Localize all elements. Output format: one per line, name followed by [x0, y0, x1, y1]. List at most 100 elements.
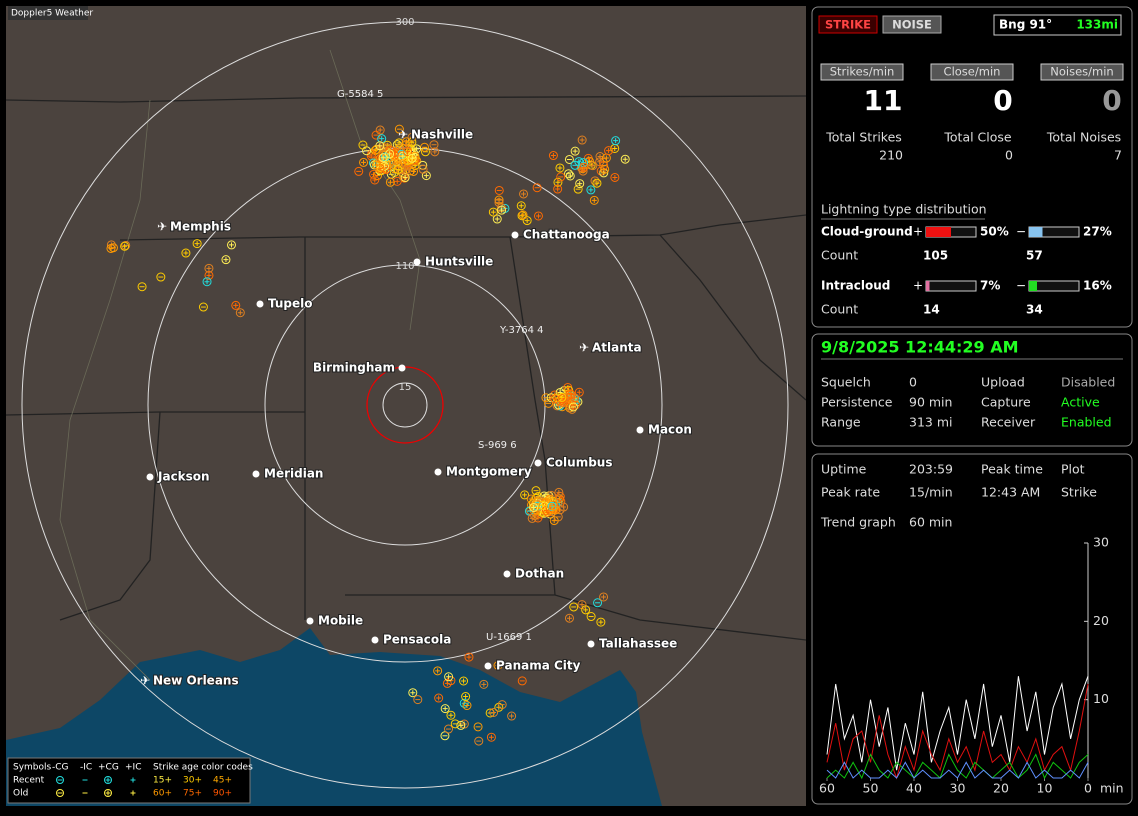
trend-line: [826, 761, 1089, 779]
strike-ring: [559, 502, 569, 512]
noise-button-label[interactable]: NOISE: [892, 18, 932, 32]
strike-marker: [588, 161, 598, 171]
strike-sign: [597, 154, 603, 160]
legend-symbol: [130, 790, 136, 796]
strike-marker: [599, 592, 609, 602]
strike-ring: [406, 155, 416, 165]
city-label: Jackson: [157, 470, 210, 484]
total-value: 210: [879, 148, 903, 163]
rate-button-label[interactable]: Strikes/min: [830, 65, 895, 79]
strike-ring: [497, 700, 507, 710]
strike-marker: [527, 513, 537, 523]
strike-marker: [462, 701, 472, 711]
city-label: Tallahassee: [599, 637, 677, 651]
stats-grid: Uptime 203:59 Peak time Plot Peak rate 15/min…: [821, 462, 1097, 500]
strike-ring: [620, 154, 630, 164]
x-tick-label: 30: [950, 781, 966, 796]
strike-marker: [397, 149, 407, 159]
strike-marker: [548, 505, 558, 515]
strike-ring: [486, 732, 496, 742]
strike-ring: [397, 149, 407, 159]
legend-header: -IC: [80, 763, 92, 773]
strike-marker: [393, 164, 403, 174]
strike-sign: [414, 146, 420, 152]
x-tick-label: 10: [1037, 781, 1053, 796]
strike-ring: [181, 248, 191, 258]
strike-marker: [192, 239, 202, 249]
strike-button-label[interactable]: STRIKE: [825, 18, 871, 32]
strike-marker: [108, 243, 118, 253]
strike-ring: [497, 205, 507, 215]
strike-marker: [589, 195, 599, 205]
percent-label: 50%: [980, 225, 1009, 239]
ring-label: 15: [399, 382, 412, 393]
strike-ring: [459, 676, 469, 686]
percent-bar: [926, 281, 930, 291]
strike-marker: [403, 147, 413, 157]
legend-header: Strike age color codes: [153, 763, 253, 773]
trend-graph: 10 20 30 60 50 40 30 20 10 0 min: [819, 535, 1124, 796]
age-code: 45+: [213, 776, 232, 786]
rate-button-label[interactable]: Noises/min: [1050, 65, 1113, 79]
strike-marker: [358, 140, 368, 150]
strike-ring: [538, 500, 548, 510]
strike-marker: [526, 494, 536, 504]
strike-marker: [604, 146, 614, 156]
strike-sign: [535, 213, 541, 219]
rate-button[interactable]: [820, 63, 904, 81]
strike-sign: [577, 181, 583, 187]
strike-marker: [202, 277, 212, 287]
strike-ring: [231, 300, 241, 310]
ring-label: 110: [395, 261, 414, 272]
noise-button[interactable]: [882, 15, 942, 34]
strike-ring: [392, 176, 402, 186]
strike-ring: [393, 164, 403, 174]
strike-marker: [440, 704, 450, 714]
count-label: Count: [821, 248, 858, 263]
strike-marker: [544, 398, 554, 408]
strike-ring: [390, 164, 400, 174]
strike-marker: [492, 214, 502, 224]
legend-symbol: [56, 776, 64, 784]
strike-marker: [517, 676, 527, 686]
strike-sign: [622, 156, 628, 162]
strike-marker: [429, 140, 439, 150]
rate-button-label[interactable]: Close/min: [944, 65, 1001, 79]
strike-sign: [380, 155, 386, 161]
strike-ring: [403, 147, 413, 157]
strike-marker: [518, 210, 528, 220]
strike-sign: [206, 265, 212, 271]
strike-ring: [400, 165, 410, 175]
rate-button[interactable]: [1040, 63, 1124, 81]
strike-ring: [444, 672, 454, 682]
strike-button[interactable]: [818, 15, 878, 34]
strike-marker: [231, 300, 241, 310]
strike-sign: [580, 160, 586, 166]
city-dot: [434, 468, 442, 476]
strike-ring: [461, 692, 471, 702]
strike-marker: [459, 676, 469, 686]
status-cell: Squelch: [821, 375, 871, 390]
legend-symbol: [105, 790, 111, 796]
strike-sign: [446, 674, 452, 680]
strike-marker: [577, 135, 587, 145]
strike-ring: [593, 598, 603, 608]
strike-marker: [620, 154, 630, 164]
strike-sign: [601, 594, 607, 600]
strike-marker: [486, 732, 496, 742]
x-tick-label: 50: [863, 781, 879, 796]
y-tick-label: 10: [1093, 691, 1109, 706]
trend-line: [826, 753, 1089, 780]
age-code: 30+: [183, 776, 202, 786]
strike-marker: [433, 666, 443, 676]
rate-value: 11: [864, 84, 903, 117]
strike-marker: [520, 490, 530, 500]
strike-marker: [570, 146, 580, 156]
rate-button[interactable]: [930, 63, 1014, 81]
city-label: Memphis: [170, 220, 231, 234]
legend-symbol: [104, 776, 112, 784]
strike-ring: [611, 136, 621, 146]
strike-marker: [548, 151, 558, 161]
city-label: Pensacola: [383, 633, 451, 647]
strike-ring: [570, 400, 580, 410]
